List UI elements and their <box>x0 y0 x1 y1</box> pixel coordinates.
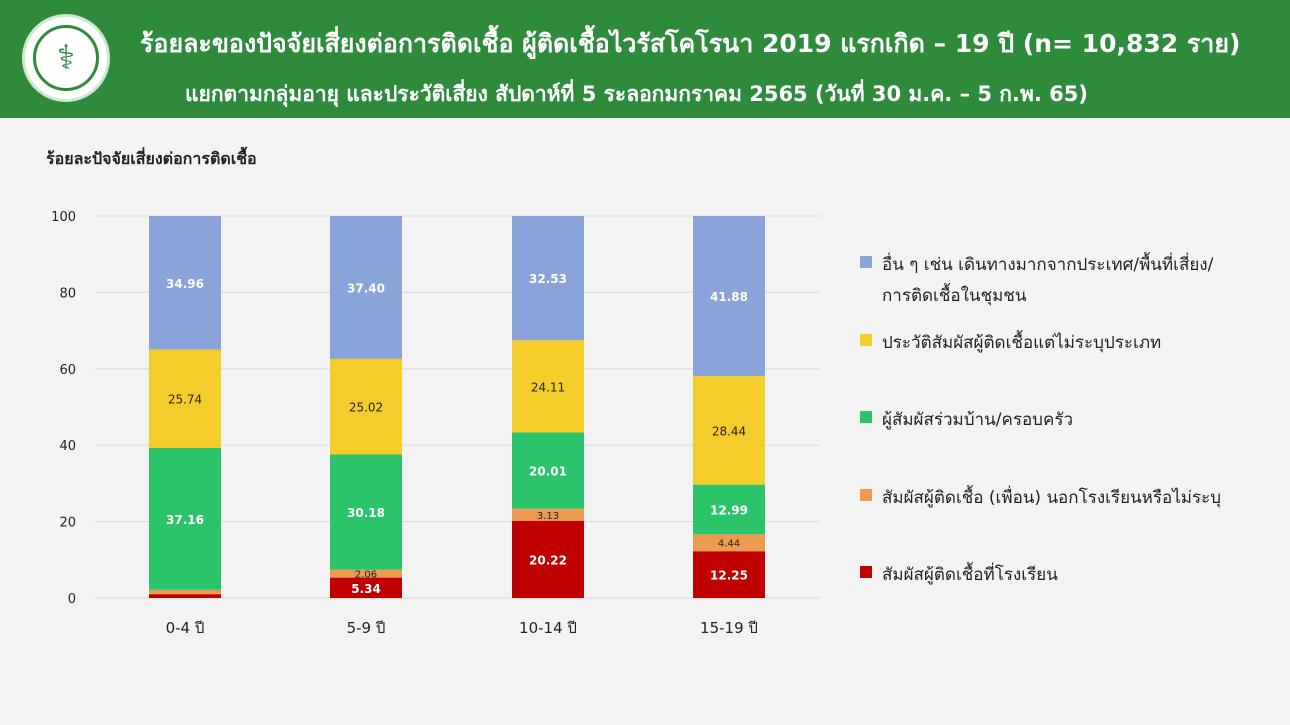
data-label: 2.06 <box>355 570 377 581</box>
data-label: 24.11 <box>531 380 565 394</box>
x-tick-label: 5-9 ปี <box>347 619 386 637</box>
legend-swatch <box>860 411 872 423</box>
bar-segment <box>330 358 402 455</box>
page-title: ร้อยละของปัจจัยเสี่ยงต่อการติดเชื้อ ผู้ต… <box>140 29 1241 58</box>
bar-segment <box>693 484 765 535</box>
data-label: 12.99 <box>710 503 748 517</box>
legend-label: ประวัติสัมผัสผู้ติดเชื้อแต่ไม่ระบุประเภท <box>882 333 1162 353</box>
bar-segment <box>512 520 584 598</box>
page-subtitle: แยกตามกลุ่มอายุ และประวัติเสี่ยง สัปดาห์… <box>185 82 1088 106</box>
bar-segment <box>330 569 402 578</box>
bar-segment <box>693 534 765 552</box>
data-label: 41.88 <box>710 290 748 304</box>
bar-segment <box>149 447 221 590</box>
header-banner: ⚕ ร้อยละของปัจจัยเสี่ยงต่อการติดเชื้อ ผู… <box>0 0 1290 118</box>
data-label: 25.74 <box>168 393 202 407</box>
bar-segment <box>512 340 584 433</box>
data-label: 28.44 <box>712 424 746 438</box>
x-tick-label: 10-14 ปี <box>519 619 577 637</box>
bar-segment <box>149 594 221 598</box>
data-label: 4.44 <box>718 539 740 550</box>
bar-segment <box>330 577 402 598</box>
stacked-bar-chart: 0 20 40 60 80 100 0-4 ปี 5-9 ปี 10-14 ปี 15-19 ปี… <box>51 210 820 637</box>
ministry-logo: ⚕ <box>22 14 110 102</box>
x-tick-label: 15-19 ปี <box>700 619 758 637</box>
legend-label: สัมผัสผู้ติดเชื้อที่โรงเรียน <box>882 565 1058 585</box>
data-label: 5.34 <box>351 582 381 596</box>
legend-label: ผู้สัมผัสร่วมบ้าน/ครอบครัว <box>882 410 1074 430</box>
y-tick-label: 40 <box>59 439 76 454</box>
data-label: 34.96 <box>166 277 204 291</box>
bar-segment <box>693 216 765 376</box>
legend-swatch <box>860 334 872 346</box>
y-tick-label: 100 <box>51 210 76 225</box>
data-label: 32.53 <box>529 272 567 286</box>
caduceus-icon: ⚕ <box>56 38 76 78</box>
bar-segment <box>149 589 221 595</box>
data-label: 30.18 <box>347 506 385 520</box>
y-tick-label: 0 <box>68 592 76 607</box>
legend-swatch <box>860 489 872 501</box>
data-label: 37.40 <box>347 281 385 295</box>
bar-segment <box>512 216 584 341</box>
data-label: 20.22 <box>529 553 567 567</box>
y-tick-label: 80 <box>59 286 76 301</box>
y-tick-label: 60 <box>59 363 76 378</box>
bar-segment <box>693 375 765 485</box>
legend-swatch <box>860 566 872 578</box>
data-label: 37.16 <box>166 513 204 527</box>
bar-segment <box>693 551 765 598</box>
logo-ring <box>33 25 99 91</box>
data-label: 25.02 <box>349 401 383 415</box>
bar-segment <box>149 349 221 448</box>
y-tick-label: 20 <box>59 516 76 531</box>
legend-label: สัมผัสผู้ติดเชื้อ (เพื่อน) นอกโรงเรียนหร… <box>882 488 1222 508</box>
legend-label: อื่น ๆ เช่น เดินทางมากจากประเทศ/พื้นที่เ… <box>882 255 1214 306</box>
data-label: 3.13 <box>537 511 559 522</box>
data-label: 12.25 <box>710 569 748 583</box>
bar-segment <box>512 508 584 521</box>
legend-swatch <box>860 256 872 268</box>
x-tick-label: 0-4 ปี <box>166 619 205 637</box>
y-axis-title: ร้อยละปัจจัยเสี่ยงต่อการติดเชื้อ <box>46 149 257 168</box>
data-label: 20.01 <box>529 465 567 479</box>
bar-segment <box>149 216 221 350</box>
bar-segment <box>330 454 402 570</box>
bar-segment <box>512 432 584 509</box>
bar-segment <box>330 216 402 359</box>
